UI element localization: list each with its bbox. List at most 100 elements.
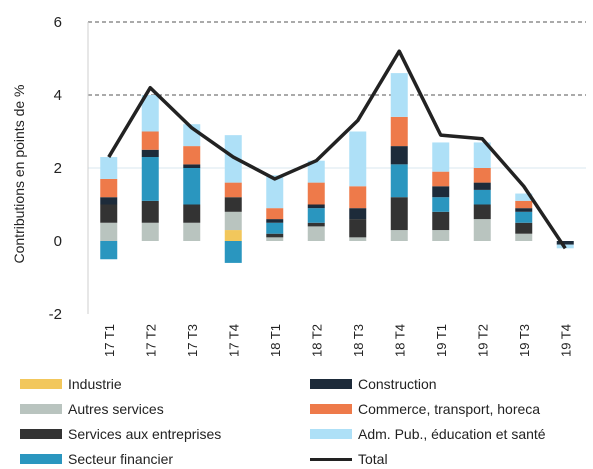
legend-item-secteur-financier: Secteur financier xyxy=(20,449,173,469)
legend-item-adm-pub: Adm. Pub., éducation et santé xyxy=(310,424,546,444)
bar-segment xyxy=(183,168,201,205)
legend-swatch-services-entreprises xyxy=(20,429,62,439)
bar-segment xyxy=(432,171,450,187)
bar-segment xyxy=(390,164,408,198)
stacked-bar-chart: -2 0 2 4 6 Contributions en points de % 17 T1 1… xyxy=(11,14,586,357)
x-tick-label: 18 T3 xyxy=(351,324,366,357)
bar-segment xyxy=(349,237,367,241)
x-tick-label: 19 T1 xyxy=(434,324,449,357)
bar-segment xyxy=(307,182,325,205)
bar-segment xyxy=(183,222,201,241)
bar-segment xyxy=(224,182,242,198)
bar-segment xyxy=(473,189,491,205)
x-tick-label: 19 T3 xyxy=(517,324,532,357)
bar-segment xyxy=(100,241,118,260)
bar-segment xyxy=(307,204,325,209)
bar-segment xyxy=(266,175,284,209)
bar-segment xyxy=(224,197,242,212)
legend-label-services-entreprises: Services aux entreprises xyxy=(68,426,222,442)
legend-label-commerce: Commerce, transport, horeca xyxy=(358,401,541,417)
bar-segment xyxy=(266,222,284,234)
legend-label-total: Total xyxy=(358,451,388,467)
bar-segment xyxy=(141,222,159,241)
bar-segment xyxy=(266,219,284,223)
bar-segment xyxy=(307,226,325,241)
legend-item-services-entreprises: Services aux entreprises xyxy=(20,424,221,444)
legend-item-commerce: Commerce, transport, horeca xyxy=(310,399,540,419)
bar-segment xyxy=(515,208,533,212)
y-tick-label: 6 xyxy=(54,14,62,31)
bar-segment xyxy=(307,160,325,183)
legend-swatch-commerce xyxy=(310,404,352,414)
bar-segment xyxy=(349,186,367,209)
bar-segment xyxy=(266,233,284,238)
bar-segment xyxy=(100,204,118,223)
x-tick-label: 18 T2 xyxy=(309,324,324,357)
bar-segment xyxy=(515,193,533,201)
legend-swatch-construction xyxy=(310,379,352,389)
bar-segment xyxy=(390,73,408,117)
total-line xyxy=(107,49,567,250)
legend-swatch-total xyxy=(310,457,352,461)
bar-segment xyxy=(473,168,491,183)
bar-segment xyxy=(266,237,284,241)
x-tick-label: 17 T3 xyxy=(185,324,200,357)
bar-segment xyxy=(141,131,159,150)
y-tick-label: 4 xyxy=(54,87,62,104)
legend-item-autres-services: Autres services xyxy=(20,399,164,419)
bar-segment xyxy=(224,211,242,231)
y-axis-title: Contributions en points de % xyxy=(11,85,27,264)
bar-segment xyxy=(224,230,242,241)
legend-item-total: Total xyxy=(310,449,388,469)
bar-segment xyxy=(390,197,408,231)
legend-label-autres-services: Autres services xyxy=(68,401,164,417)
bar-segment xyxy=(515,211,533,223)
bar-segment xyxy=(349,208,367,220)
bar-segment xyxy=(515,200,533,209)
bar-segment xyxy=(432,230,450,241)
bar-segment xyxy=(349,131,367,187)
y-tick-label: 0 xyxy=(54,233,62,250)
y-tick-label: -2 xyxy=(49,306,62,323)
bar-segment xyxy=(141,149,159,158)
bar-segment xyxy=(515,233,533,241)
legend-label-industrie: Industrie xyxy=(68,376,122,392)
bar-segment xyxy=(100,197,118,205)
bar-segment xyxy=(390,146,408,165)
bar-segment xyxy=(473,219,491,241)
x-tick-label: 18 T4 xyxy=(392,324,407,357)
bar-segment xyxy=(183,146,201,165)
legend-swatch-secteur-financier xyxy=(20,454,62,464)
bar-segment xyxy=(224,241,242,263)
bar-segment xyxy=(556,241,574,245)
x-tick-label: 17 T4 xyxy=(226,324,241,357)
bar-segment xyxy=(473,182,491,190)
bar-segment xyxy=(432,197,450,212)
legend-swatch-autres-services xyxy=(20,404,62,414)
bar-segment xyxy=(432,186,450,198)
bar-segment xyxy=(100,222,118,241)
bar-segment xyxy=(390,116,408,147)
bar-segment xyxy=(183,204,201,223)
x-tick-label: 17 T1 xyxy=(102,324,117,357)
legend-item-industrie: Industrie xyxy=(20,374,122,394)
x-tick-label: 19 T2 xyxy=(475,324,490,357)
bar-segment xyxy=(390,230,408,241)
bar-segment xyxy=(515,222,533,234)
bar-segment xyxy=(266,208,284,220)
legend-label-adm-pub: Adm. Pub., éducation et santé xyxy=(358,426,546,442)
bar-segment xyxy=(349,219,367,238)
bar-segment xyxy=(432,142,450,172)
bar-segment xyxy=(141,200,159,223)
legend-swatch-adm-pub xyxy=(310,429,352,439)
x-tick-label: 18 T1 xyxy=(268,324,283,357)
bar-segment xyxy=(473,204,491,220)
bar-segment xyxy=(307,208,325,223)
bar-segment xyxy=(432,211,450,231)
legend-item-construction: Construction xyxy=(310,374,437,394)
legend-label-secteur-financier: Secteur financier xyxy=(68,451,174,467)
x-tick-label: 19 T4 xyxy=(558,324,573,357)
chart-legend: Industrie Autres services Services aux e… xyxy=(0,372,593,468)
bar-segment xyxy=(473,142,491,168)
